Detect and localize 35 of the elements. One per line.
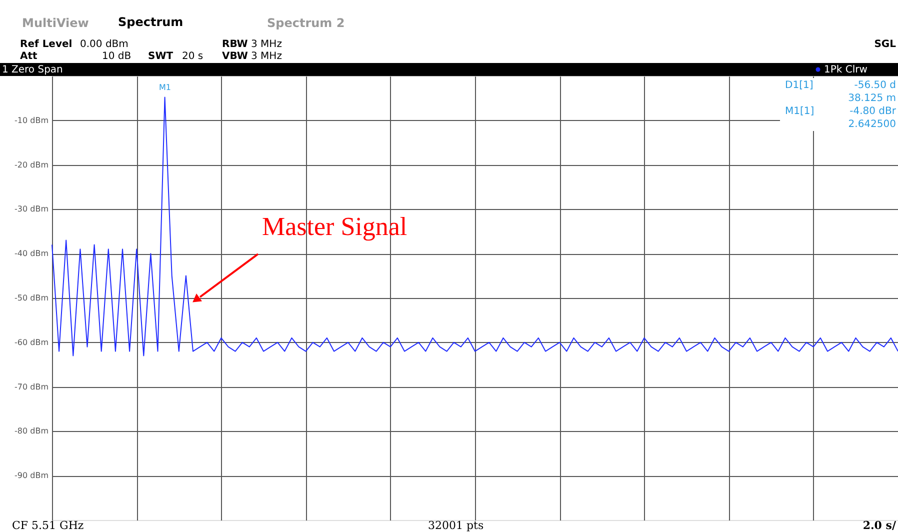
annotation: -4.80 dBr xyxy=(850,106,897,117)
chart-title: 1 Zero Span xyxy=(2,64,63,76)
annotation: 38.125 m xyxy=(848,93,896,104)
legend-label: 1Pk Clrw xyxy=(824,64,868,76)
text: Ref Level xyxy=(20,39,72,50)
text: 10 dB xyxy=(102,51,132,62)
text: 20 s xyxy=(182,51,204,62)
text: VBW xyxy=(222,51,248,62)
annotation: -56.50 d xyxy=(854,80,896,91)
annotation: 2.0 s/ xyxy=(862,519,897,532)
text: Spectrum xyxy=(118,15,184,29)
y-tick-label: -70 dBm xyxy=(14,382,49,392)
y-tick-label: -30 dBm xyxy=(14,204,49,214)
annotation: D1[1] xyxy=(785,80,814,91)
text: 3 MHz xyxy=(251,39,282,50)
text: SWT xyxy=(148,51,174,62)
text: RBW xyxy=(222,39,248,50)
y-tick-label: -20 dBm xyxy=(14,160,49,170)
text: Att xyxy=(20,51,38,62)
y-tick-label: -40 dBm xyxy=(14,249,49,258)
text: MultiView xyxy=(22,16,89,30)
y-tick-label: -80 dBm xyxy=(14,426,49,436)
y-tick-label: -10 dBm xyxy=(14,116,49,125)
annotation: 2.642500 xyxy=(848,119,896,130)
text: Spectrum 2 xyxy=(267,16,345,30)
y-tick-label: -90 dBm xyxy=(14,471,49,480)
annotation: M1[1] xyxy=(785,106,814,117)
annotation: M1 xyxy=(159,83,171,92)
annotation: 32001 pts xyxy=(428,519,484,532)
text: 0.00 dBm xyxy=(80,39,128,50)
annotation: CF 5.51 GHz xyxy=(12,519,84,532)
y-tick-label: -60 dBm xyxy=(14,338,49,347)
text: SGL xyxy=(874,39,897,50)
y-tick-label: -50 dBm xyxy=(14,294,49,302)
text: 3 MHz xyxy=(251,51,282,62)
